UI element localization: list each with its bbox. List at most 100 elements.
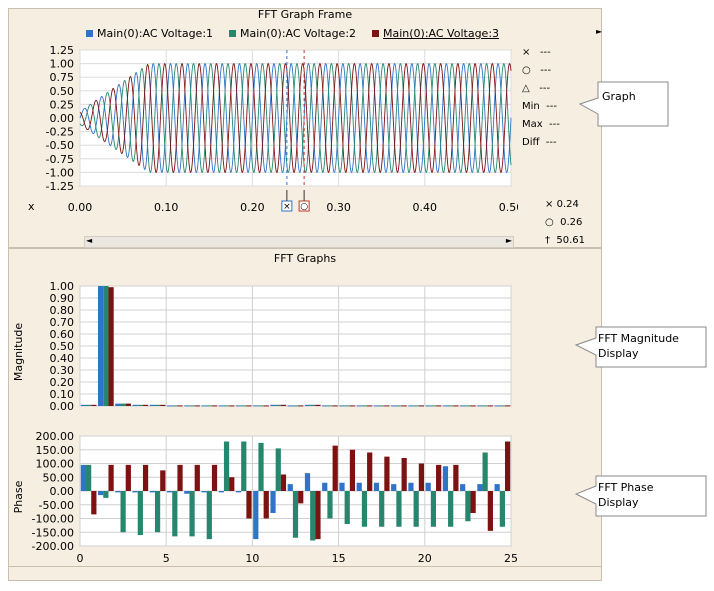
bar-series-2 <box>86 404 92 406</box>
bar-series-2 <box>223 441 230 491</box>
bar-series-2 <box>275 404 281 406</box>
x-axis-label: x <box>28 200 35 213</box>
frame-menu-arrow-icon[interactable]: ► <box>596 27 603 36</box>
bar-series-2 <box>448 491 454 527</box>
bar-series-2 <box>275 448 281 492</box>
bar-series-1 <box>391 405 397 407</box>
legend-item-voltage-2[interactable]: Main(0):AC Voltage:2 <box>229 27 356 40</box>
bar-series-1 <box>304 404 311 406</box>
bar-series-3 <box>246 405 252 407</box>
callouts-layer: Graph FFT Magnitude Display FFT Phase Di… <box>574 81 707 517</box>
x-tick-label: 10 <box>245 552 259 565</box>
bar-series-2 <box>172 491 178 537</box>
bar-series-1 <box>442 466 449 491</box>
dagger-icon: † <box>545 235 550 246</box>
readout-triangle: △ --- <box>522 83 551 94</box>
bar-series-2 <box>154 404 161 406</box>
bar-series-1 <box>166 491 173 493</box>
legend-item-voltage-3[interactable]: Main(0):AC Voltage:3 <box>372 27 499 40</box>
y-tick-label: 200.00 <box>36 430 75 443</box>
y-tick-label: 0.00 <box>50 400 75 413</box>
bar-series-3 <box>160 470 166 492</box>
bar-series-2 <box>103 286 109 406</box>
y-tick-label: 0.00 <box>50 485 75 498</box>
bar-series-2 <box>413 491 419 527</box>
bar-series-1 <box>80 404 86 406</box>
svg-text:FFT Magnitude: FFT Magnitude <box>598 332 679 345</box>
bar-series-2 <box>396 491 402 527</box>
bar-series-2 <box>344 491 350 524</box>
bar-series-3 <box>384 456 390 492</box>
bar-series-2 <box>499 491 505 527</box>
bar-series-2 <box>344 405 350 407</box>
bar-series-3 <box>160 404 166 406</box>
time-x-tick-label: 0.10 <box>154 201 179 214</box>
bar-series-3 <box>504 405 511 407</box>
bar-series-3 <box>211 405 218 407</box>
y-tick-label: -200.00 <box>32 540 74 553</box>
bar-series-2 <box>465 491 471 522</box>
fft-phase-chart[interactable]: 200.00150.00100.0050.000.00-50.00-100.00… <box>8 422 518 567</box>
time-x-tick-label: 0.00 <box>68 201 93 214</box>
bar-series-3 <box>436 464 442 492</box>
bar-series-1 <box>494 405 500 407</box>
stat-max: Max --- <box>522 119 560 130</box>
frame-title: FFT Graph Frame <box>257 8 353 21</box>
bar-series-1 <box>115 403 121 406</box>
bar-series-1 <box>235 405 242 407</box>
bar-series-3 <box>263 405 269 407</box>
bar-series-3 <box>418 405 425 407</box>
bar-series-2 <box>396 405 402 407</box>
bar-series-2 <box>223 405 230 407</box>
y-tick-label: 1.00 <box>50 280 75 293</box>
cursor-dagger-value: † 50.61 <box>545 235 585 246</box>
time-domain-chart[interactable]: 1.251.000.750.500.250.00-0.25-0.50-0.75-… <box>8 40 518 215</box>
bar-series-1 <box>132 404 138 406</box>
y-tick-label: 0.10 <box>50 388 75 401</box>
bar-series-2 <box>310 404 316 406</box>
cross-icon: × <box>283 202 291 212</box>
bar-series-2 <box>361 491 368 527</box>
bar-series-2 <box>430 491 437 527</box>
legend-label-3: Main(0):AC Voltage:3 <box>383 27 500 40</box>
legend-item-voltage-1[interactable]: Main(0):AC Voltage:1 <box>86 27 213 40</box>
bar-series-1 <box>287 405 293 407</box>
legend-swatch-1 <box>86 30 93 37</box>
time-x-tick-label: 0.40 <box>413 201 438 214</box>
bar-series-3 <box>349 449 356 491</box>
bar-series-2 <box>379 491 385 527</box>
bar-series-3 <box>418 463 425 491</box>
bar-series-1 <box>373 405 380 407</box>
bar-series-2 <box>137 404 143 406</box>
time-y-tick-label: -1.25 <box>46 180 74 193</box>
bar-series-2 <box>258 405 264 407</box>
bar-series-1 <box>80 464 86 492</box>
bar-series-2 <box>413 405 419 407</box>
horizontal-scrollbar[interactable]: ◄ ► <box>84 236 514 248</box>
bar-series-3 <box>349 405 356 407</box>
bar-series-3 <box>108 287 114 406</box>
fft-magnitude-chart[interactable]: 1.000.900.800.700.600.500.400.300.200.10… <box>8 272 518 417</box>
scroll-right-arrow-icon[interactable]: ► <box>505 236 512 245</box>
bar-series-3 <box>246 491 252 519</box>
cross-icon: × <box>522 47 531 58</box>
bar-series-2 <box>430 405 437 407</box>
circle-icon: ○ <box>545 217 554 228</box>
bar-series-1 <box>460 405 466 407</box>
y-tick-label: 100.00 <box>36 458 75 471</box>
bar-series-1 <box>201 405 207 407</box>
cursor-values-panel: × 0.24 ○ 0.26 † 50.61 <box>545 196 585 250</box>
bar-series-1 <box>477 405 483 407</box>
bar-series-3 <box>142 404 149 406</box>
bar-series-3 <box>229 405 235 407</box>
bar-series-3 <box>504 441 511 491</box>
callout-graph: Graph <box>578 81 669 127</box>
bar-series-2 <box>241 405 247 407</box>
scroll-left-arrow-icon[interactable]: ◄ <box>86 236 93 245</box>
bar-series-3 <box>470 405 476 407</box>
bar-series-1 <box>98 491 104 496</box>
y-tick-label: 150.00 <box>36 444 75 457</box>
triangle-icon: △ <box>522 83 530 94</box>
y-tick-label: 0.40 <box>50 352 75 365</box>
bar-series-1 <box>218 405 224 407</box>
